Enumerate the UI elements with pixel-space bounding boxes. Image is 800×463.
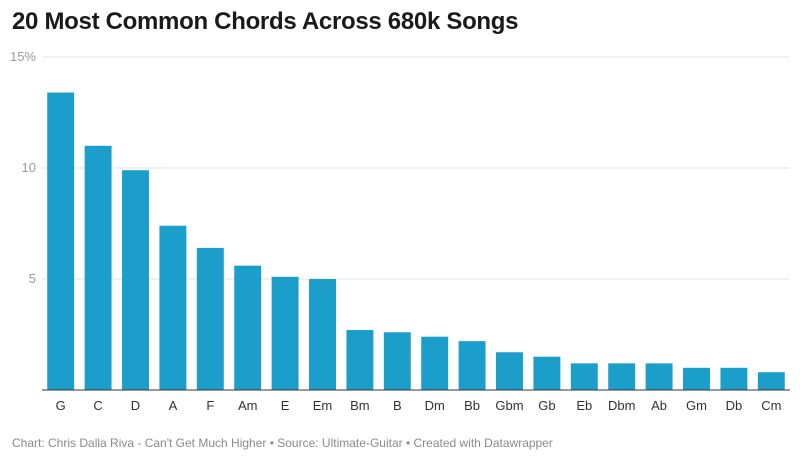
bar-dm (421, 336, 449, 390)
x-tick-label: Gbm (495, 398, 523, 413)
y-tick-label: 5 (29, 271, 36, 286)
x-axis-ticks: G C D A F Am E Em Bm B Dm Bb Gbm Gb Eb Dbm Ab Gm Db Cm (56, 398, 782, 413)
bar-gb (533, 356, 561, 390)
x-tick-label: Bm (350, 398, 370, 413)
x-tick-label: Am (238, 398, 258, 413)
bar-eb (570, 363, 598, 390)
x-tick-label: G (56, 398, 66, 413)
x-tick-label: Cm (761, 398, 781, 413)
bar-am (234, 265, 262, 390)
y-tick-label: 15% (10, 49, 36, 64)
gridlines (42, 56, 790, 280)
x-tick-label: Ab (651, 398, 667, 413)
bar-f (196, 247, 224, 390)
x-tick-label: Gm (686, 398, 707, 413)
x-tick-label: Em (313, 398, 333, 413)
x-tick-label: F (206, 398, 214, 413)
bar-bm (346, 330, 374, 390)
chart-title: 20 Most Common Chords Across 680k Songs (12, 8, 519, 35)
bar-db (720, 367, 748, 390)
bar-b (383, 332, 411, 390)
x-tick-label: E (281, 398, 290, 413)
bars (47, 92, 785, 391)
bar-d (122, 170, 149, 390)
y-tick-label: 10 (22, 160, 36, 175)
bar-cm (757, 372, 785, 390)
bar-c (84, 145, 112, 390)
x-tick-label: D (131, 398, 140, 413)
bar-a (159, 225, 187, 390)
bar-dbm (608, 363, 636, 390)
x-tick-label: Bb (464, 398, 480, 413)
x-tick-label: B (393, 398, 402, 413)
x-tick-label: Gb (538, 398, 555, 413)
x-tick-label: A (169, 398, 178, 413)
x-tick-label: Eb (576, 398, 592, 413)
y-axis-ticks: 15% 10 5 (10, 49, 36, 286)
bar-em (309, 279, 336, 390)
x-tick-label: Dm (425, 398, 445, 413)
x-tick-label: Dbm (608, 398, 635, 413)
bar-bb (458, 341, 486, 390)
bar-e (271, 276, 299, 390)
bar-ab (645, 363, 673, 390)
chart-footer: Chart: Chris Dalla Riva - Can't Get Much… (12, 436, 553, 450)
bar-gm (683, 367, 710, 390)
bar-gbm (496, 352, 523, 390)
x-tick-label: C (93, 398, 102, 413)
x-tick-label: Db (726, 398, 743, 413)
bar-g (47, 92, 75, 391)
